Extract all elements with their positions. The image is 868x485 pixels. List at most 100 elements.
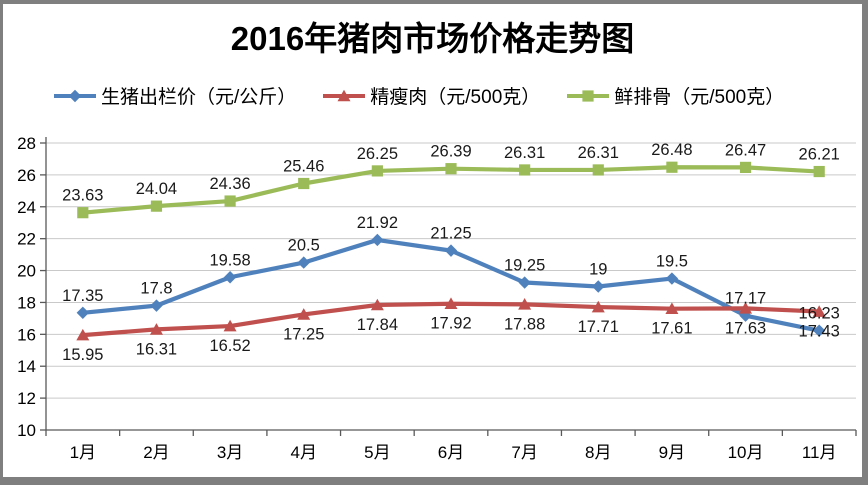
data-label: 17.61 (651, 320, 692, 338)
data-point-marker (298, 177, 310, 190)
data-label: 17.35 (62, 287, 103, 305)
data-label: 24.36 (209, 175, 250, 193)
legend-item-label: 生猪出栏价（元/公斤） (101, 87, 297, 108)
data-label: 24.04 (136, 180, 177, 198)
data-label: 17.8 (140, 280, 172, 298)
data-label: 16.31 (136, 340, 177, 358)
legend: 生猪出栏价（元/公斤） 精瘦肉（元/500克） 鲜排骨（元/500克） (53, 82, 784, 109)
y-tick-label: 16 (17, 325, 36, 344)
y-tick-label: 24 (17, 198, 36, 217)
data-label: 26.31 (578, 144, 619, 162)
data-label: 17.92 (430, 315, 471, 333)
data-point-marker (297, 256, 310, 269)
data-label: 16.23 (799, 305, 840, 323)
x-tick-label: 9月 (659, 443, 685, 462)
data-point-marker (591, 300, 605, 313)
diamond-line-icon (53, 88, 97, 104)
series-1 (76, 297, 826, 341)
data-label: 17.63 (725, 319, 766, 337)
legend-item-label: 鲜排骨（元/500克） (614, 87, 785, 108)
data-label: 23.63 (62, 187, 103, 205)
legend-marker-shape (582, 89, 594, 102)
data-point-marker (739, 309, 752, 322)
data-label: 21.25 (430, 225, 471, 243)
data-point-marker (665, 302, 679, 314)
chart-canvas: 2016年猪肉市场价格走势图 生猪出栏价（元/公斤） 精瘦肉（元/500克） 鲜… (3, 4, 862, 477)
data-point-marker (519, 164, 531, 176)
data-point-marker (518, 298, 532, 310)
data-label: 19.58 (209, 251, 250, 269)
data-label: 26.39 (430, 143, 471, 161)
square-line-icon (566, 88, 610, 104)
data-point-marker (739, 302, 753, 314)
data-point-marker (371, 165, 383, 177)
data-point-marker (150, 200, 163, 212)
y-tick-label: 14 (17, 357, 36, 376)
data-point-marker (224, 195, 236, 207)
data-label: 19 (589, 261, 607, 279)
series-2 (77, 161, 825, 219)
data-label: 25.46 (283, 157, 324, 175)
data-point-marker (223, 271, 237, 284)
y-tick-label: 20 (17, 262, 36, 281)
x-tick-label: 5月 (364, 443, 390, 462)
data-label: 21.92 (357, 214, 398, 232)
data-point-marker (518, 276, 531, 289)
legend-item-pig-price[interactable]: 生猪出栏价（元/公斤） (53, 82, 296, 109)
data-point-marker (665, 272, 679, 285)
x-tick-label: 2月 (143, 443, 169, 462)
x-tick-label: 1月 (70, 443, 96, 462)
x-tick-label: 10月 (728, 443, 764, 462)
y-tick-label: 18 (17, 293, 36, 312)
y-tick-label: 12 (17, 389, 36, 408)
x-tick-label: 7月 (511, 443, 537, 462)
data-label: 17.25 (283, 325, 324, 343)
data-point-marker (370, 298, 384, 311)
data-label: 19.5 (656, 253, 688, 271)
data-label: 17.88 (504, 315, 545, 333)
data-point-marker (76, 328, 90, 341)
legend-marker-graphic (54, 89, 96, 102)
x-tick-label: 8月 (585, 443, 611, 462)
legend-marker-graphic (323, 89, 366, 101)
data-point-marker (77, 207, 89, 219)
data-label: 15.95 (62, 346, 103, 364)
x-tick-label: 4月 (290, 443, 316, 462)
data-point-marker (149, 323, 163, 335)
y-tick-label: 22 (17, 230, 36, 249)
data-label: 26.31 (504, 144, 545, 162)
x-tick-label: 3月 (217, 443, 243, 462)
data-point-marker (812, 305, 826, 317)
data-label: 26.47 (725, 141, 766, 159)
legend-marker-shape (337, 89, 351, 101)
data-label: 26.48 (651, 141, 692, 159)
legend-item-label: 精瘦肉（元/500克） (370, 87, 541, 108)
data-point-marker (739, 161, 752, 173)
data-point-marker (445, 163, 457, 175)
data-point-marker (444, 297, 458, 310)
data-point-marker (76, 306, 90, 320)
data-point-marker (297, 308, 311, 320)
legend-item-lean-meat[interactable]: 精瘦肉（元/500克） (322, 82, 540, 109)
y-tick-label: 28 (17, 134, 36, 153)
triangle-line-icon (322, 88, 366, 104)
data-point-marker (592, 280, 605, 293)
x-tick-label: 6月 (438, 443, 464, 462)
data-point-marker (813, 165, 825, 178)
data-label: 19.25 (504, 257, 545, 275)
data-label: 17.17 (725, 290, 766, 308)
series-0 (76, 233, 826, 337)
data-label: 16.52 (209, 337, 250, 355)
data-point-marker (666, 161, 678, 173)
data-point-marker (371, 233, 384, 247)
data-point-marker (812, 324, 826, 337)
data-label: 17.84 (357, 316, 398, 334)
data-point-marker (223, 319, 237, 332)
y-tick-label: 26 (17, 166, 36, 185)
legend-item-spare-ribs[interactable]: 鲜排骨（元/500克） (566, 82, 784, 109)
legend-marker-shape (68, 89, 82, 102)
data-point-marker (444, 244, 458, 257)
chart-title: 2016年猪肉市场价格走势图 (230, 20, 635, 57)
y-tick-label: 10 (17, 421, 36, 440)
legend-marker-graphic (567, 89, 610, 102)
